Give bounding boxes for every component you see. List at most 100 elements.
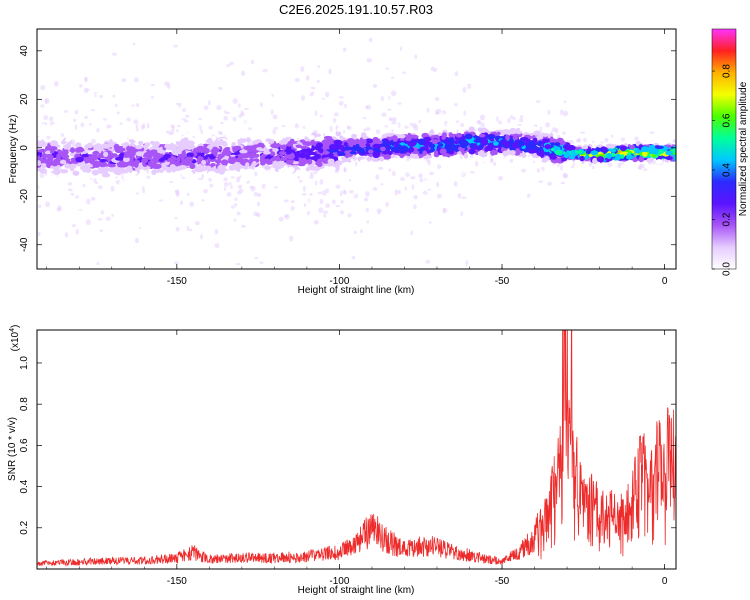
heatmap-cell [419,124,422,129]
heatmap-cell [235,108,241,111]
spectrogram-ytick-label: -20 [19,189,30,204]
heatmap-cell [236,262,241,266]
colorbar-tick-label: 0.4 [722,163,733,177]
heatmap-cell [70,147,75,153]
heatmap-cell [445,147,453,153]
heatmap-cell [551,118,555,123]
heatmap-cell [292,112,297,115]
heatmap-cell [372,136,379,143]
heatmap-cell [170,187,176,193]
heatmap-cell [465,170,470,174]
heatmap-cell [111,52,117,56]
heatmap-cell [358,112,363,117]
heatmap-cell [179,128,188,134]
heatmap-cell [399,137,405,141]
heatmap-cell [41,153,47,158]
heatmap-cell [609,137,615,142]
heatmap-cell [285,159,294,165]
heatmap-cell [169,180,174,184]
heatmap-cell [169,113,175,119]
heatmap-cell [114,110,118,115]
heatmap-cell [181,118,187,121]
heatmap-cell [234,197,238,201]
heatmap-cell [50,124,59,131]
heatmap-cell [47,153,52,158]
snr-xtick-label: -150 [167,576,187,587]
heatmap-cell [329,125,333,132]
heatmap-cell [478,144,484,149]
heatmap-cell [333,139,343,146]
heatmap-cell [323,213,327,218]
snr-ytick-label: 0.6 [19,438,30,452]
heatmap-cell [250,185,256,192]
heatmap-cell [322,73,326,76]
heatmap-cell [329,143,337,151]
heatmap-cell [464,63,470,67]
heatmap-cell [118,114,124,121]
heatmap-cell [380,183,384,186]
heatmap-cell [375,122,380,126]
heatmap-cell [340,129,345,134]
heatmap-cell [175,226,180,232]
heatmap-cell [470,170,475,174]
heatmap-cell [314,180,318,186]
heatmap-cell [254,256,259,260]
heatmap-cell [178,102,182,108]
heatmap-cell [182,195,186,200]
heatmap-cell [340,200,344,204]
heatmap-cell [186,152,194,158]
heatmap-cell [246,217,252,220]
heatmap-cell [271,34,277,38]
heatmap-cell [182,108,187,113]
heatmap-cell [45,178,54,182]
heatmap-cell [314,240,318,246]
heatmap-cell [279,126,287,131]
heatmap-cell [239,132,247,139]
heatmap-cell [672,139,676,142]
heatmap-cell [394,237,397,241]
heatmap-cell [211,136,216,142]
heatmap-cell [251,134,259,140]
heatmap-cell [335,205,341,208]
heatmap-cell [121,174,127,178]
heatmap-cell [507,118,511,124]
heatmap-cell [354,180,358,184]
heatmap-cell [617,163,622,169]
heatmap-cell [125,256,131,263]
heatmap-cell [606,167,611,172]
colorbar-ticks: 0.0 0.2 0.4 0.6 0.8 [712,64,733,276]
heatmap-cell [225,38,229,44]
heatmap-cell [122,156,130,163]
heatmap-cell [535,100,541,103]
heatmap-cell [207,170,217,178]
heatmap-cell [532,160,536,164]
heatmap-cell [332,97,336,101]
heatmap-cell [173,261,179,265]
heatmap-cell [339,135,344,140]
heatmap-cell [353,118,358,122]
heatmap-cell [604,137,609,143]
heatmap-cell [283,154,292,159]
heatmap-cell [322,129,330,134]
heatmap-cell [44,98,50,104]
heatmap-cell [442,207,446,214]
heatmap-cell [428,144,436,149]
heatmap-cell [141,84,144,89]
heatmap-cell [228,181,232,186]
heatmap-cell [553,142,561,147]
heatmap-cell [323,135,333,140]
heatmap-cell [136,192,139,195]
heatmap-cell [421,106,427,109]
heatmap-cell [315,202,320,208]
heatmap-cell [331,199,336,205]
heatmap-cell [503,169,509,174]
heatmap-cell [262,171,270,176]
heatmap-cell [322,113,326,117]
heatmap-cell [511,107,516,112]
heatmap-cell [144,194,149,199]
heatmap-cell [452,198,456,203]
heatmap-cell [156,149,166,154]
heatmap-cell [365,208,369,212]
heatmap-cell [131,104,135,107]
heatmap-cell [344,153,353,158]
